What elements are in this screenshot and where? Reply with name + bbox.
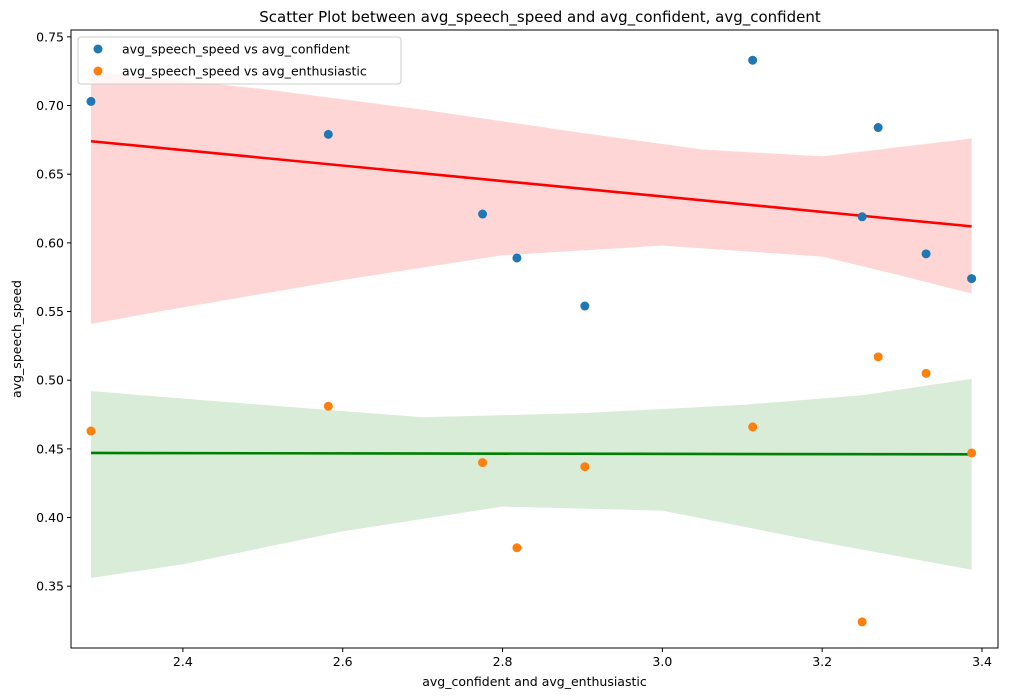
chart-title: Scatter Plot between avg_speech_speed an… bbox=[259, 8, 821, 27]
legend-box bbox=[77, 36, 402, 85]
data-point-s2-6 bbox=[748, 422, 758, 432]
x-axis-label: avg_confident and avg_enthusiastic bbox=[422, 674, 647, 689]
y-tick-label: 0.55 bbox=[36, 304, 64, 319]
regression-lines bbox=[90, 139, 972, 456]
confidence-band-1 bbox=[90, 71, 972, 324]
regression-line-2 bbox=[90, 451, 972, 456]
x-tick-label: 2.4 bbox=[173, 654, 193, 669]
x-tick-label: 3.2 bbox=[812, 654, 832, 669]
data-point-s2-10 bbox=[967, 448, 977, 458]
data-point-s1-1 bbox=[86, 96, 96, 106]
data-point-s1-3 bbox=[478, 209, 488, 219]
y-tick-label: 0.35 bbox=[36, 579, 64, 594]
y-tick-label: 0.65 bbox=[36, 167, 64, 182]
legend-marker bbox=[93, 66, 103, 76]
x-tick-label: 2.8 bbox=[493, 654, 513, 669]
data-point-s1-9 bbox=[921, 249, 931, 259]
regression-line-1 bbox=[90, 139, 972, 228]
data-point-s1-2 bbox=[323, 129, 333, 139]
data-point-s2-5 bbox=[580, 462, 590, 472]
data-point-s1-4 bbox=[512, 253, 522, 263]
data-point-s2-7 bbox=[857, 617, 867, 627]
y-tick-label: 0.45 bbox=[36, 441, 64, 456]
y-tick-label: 0.60 bbox=[36, 235, 64, 250]
x-tick-label: 3.4 bbox=[972, 654, 992, 669]
data-point-s2-4 bbox=[512, 543, 522, 553]
legend: avg_speech_speed vs avg_confident avg_spe… bbox=[77, 36, 402, 85]
x-axis: 2.4 2.6 2.8 3.0 3.2 3.4 bbox=[173, 648, 992, 669]
data-point-s1-8 bbox=[873, 123, 883, 133]
plot-frame bbox=[70, 29, 999, 649]
x-tick-label: 2.6 bbox=[333, 654, 353, 669]
y-tick-label: 0.70 bbox=[36, 98, 64, 113]
y-tick-label: 0.40 bbox=[36, 510, 64, 525]
data-point-s2-2 bbox=[323, 401, 333, 411]
data-point-s1-6 bbox=[748, 55, 758, 65]
data-point-s2-3 bbox=[478, 458, 488, 468]
data-point-s2-8 bbox=[873, 352, 883, 362]
y-axis: 0.35 0.40 0.45 0.50 0.55 0.60 0.65 0.70 0.75 bbox=[36, 29, 71, 594]
x-tick-label: 3.0 bbox=[652, 654, 672, 669]
legend-marker bbox=[93, 44, 103, 54]
y-axis-label: avg_speech_speed bbox=[9, 280, 24, 398]
data-point-s1-5 bbox=[580, 301, 590, 311]
data-point-s1-7 bbox=[857, 212, 867, 222]
legend-label: avg_speech_speed vs avg_enthusiastic bbox=[122, 64, 367, 79]
y-tick-label: 0.50 bbox=[36, 373, 64, 388]
confidence-bands bbox=[90, 71, 972, 578]
legend-label: avg_speech_speed vs avg_confident bbox=[122, 42, 350, 57]
data-point-s1-10 bbox=[967, 274, 977, 284]
confidence-band-2 bbox=[90, 378, 972, 578]
data-point-s2-1 bbox=[86, 426, 96, 436]
data-points bbox=[86, 55, 977, 627]
data-point-s2-9 bbox=[921, 368, 931, 378]
y-tick-label: 0.75 bbox=[36, 29, 64, 44]
